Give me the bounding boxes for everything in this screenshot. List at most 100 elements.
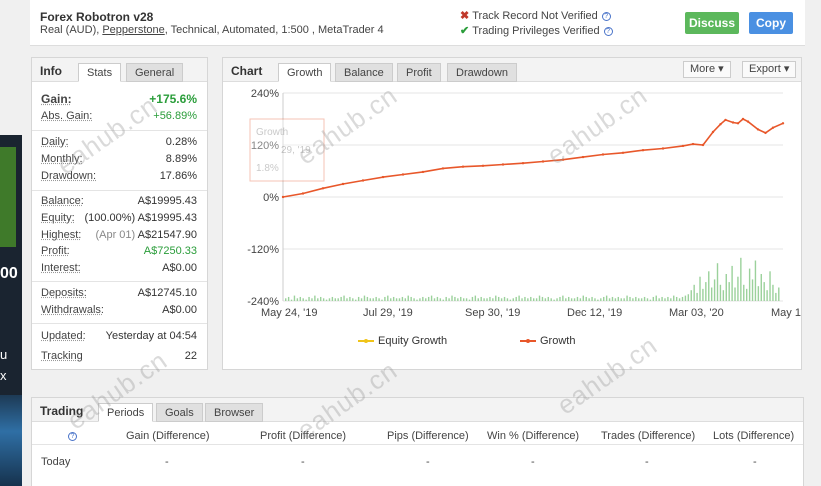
monthly-row: Monthly: 8.89% — [41, 153, 197, 169]
volume-bar — [670, 298, 672, 301]
volume-bar — [751, 279, 754, 301]
balance-label: Balance: — [41, 195, 84, 207]
legend-growth[interactable]: Growth — [520, 335, 575, 347]
growth-point — [401, 173, 405, 176]
volume-bar — [334, 298, 336, 301]
copy-button[interactable]: Copy — [749, 12, 793, 34]
tab-profit[interactable]: Profit — [397, 63, 441, 82]
volume-bar — [363, 295, 366, 301]
volume-bar — [614, 298, 617, 301]
col-trades[interactable]: Trades (Difference) — [601, 430, 696, 442]
volume-bar — [570, 298, 573, 301]
volume-bar — [439, 298, 442, 301]
volume-bar — [425, 298, 427, 301]
info-panel-header: Info Stats General — [32, 58, 207, 82]
abs-gain-row: Abs. Gain: +56.89% — [41, 110, 197, 126]
help-icon[interactable]: ? — [601, 11, 611, 21]
volume-bar — [317, 298, 319, 301]
col-pips[interactable]: Pips (Difference) — [387, 430, 469, 442]
volume-bar — [325, 299, 328, 301]
volume-bar — [360, 298, 363, 301]
volume-bar — [603, 296, 605, 301]
volume-bar — [638, 298, 640, 301]
volume-bar — [427, 296, 430, 301]
volume-bar — [413, 298, 415, 301]
divider — [32, 323, 207, 324]
volume-bar — [366, 296, 369, 301]
col-profit[interactable]: Profit (Difference) — [260, 430, 346, 442]
side-ad-banner[interactable]: 00 u x — [0, 135, 22, 486]
y-tick-label: 240% — [251, 88, 279, 100]
growth-point — [461, 165, 465, 168]
help-icon[interactable]: ? — [603, 26, 613, 36]
tab-goals[interactable]: Goals — [156, 403, 203, 422]
account-type: Real (AUD), — [40, 24, 103, 36]
ad-text: x — [0, 368, 7, 383]
col-win[interactable]: Win % (Difference) — [487, 430, 580, 442]
volume-bar — [640, 298, 643, 301]
ad-text: 00 — [0, 265, 18, 282]
volume-bar — [387, 295, 389, 301]
growth-point — [741, 117, 745, 121]
volume-bar — [302, 298, 304, 301]
volume-bar — [588, 298, 590, 301]
tab-growth[interactable]: Growth — [278, 63, 332, 82]
chart-lines — [281, 117, 785, 199]
highest-amount: A$21547.90 — [137, 229, 197, 241]
legend-equity-growth[interactable]: Equity Growth — [358, 335, 447, 347]
equity-value: (100.00%) A$19995.43 — [84, 212, 197, 224]
volume-bar — [474, 295, 477, 301]
volume-bar — [471, 296, 474, 301]
abs-gain-value: +56.89% — [153, 110, 197, 122]
volume-bar — [740, 257, 742, 301]
volume-bar — [503, 296, 506, 301]
discuss-button[interactable]: Discuss — [685, 12, 739, 34]
volume-bar — [582, 295, 584, 301]
growth-point — [361, 179, 365, 182]
tab-balance[interactable]: Balance — [335, 63, 393, 82]
volume-bar — [763, 282, 765, 301]
tab-stats[interactable]: Stats — [78, 63, 122, 82]
volume-bar — [748, 268, 751, 301]
volume-bar — [410, 296, 412, 301]
tab-drawdown[interactable]: Drawdown — [447, 63, 517, 82]
highest-date: (Apr 01) — [95, 229, 136, 241]
equity-row: Equity: (100.00%) A$19995.43 — [41, 212, 197, 228]
volume-bar — [445, 296, 447, 301]
volume-bar — [460, 296, 462, 301]
col-lots[interactable]: Lots (Difference) — [713, 430, 795, 442]
deposits-value: A$12745.10 — [137, 287, 197, 299]
track-record-label: Track Record Not Verified — [472, 10, 598, 22]
col-gain[interactable]: Gain (Difference) — [126, 430, 210, 442]
volume-bar — [737, 276, 739, 301]
chevron-down-icon: ▾ — [718, 63, 724, 75]
volume-bar — [728, 282, 730, 301]
volume-bar — [442, 299, 444, 301]
chart-panel-header: Chart Growth Balance Profit Drawdown Mor… — [223, 58, 801, 82]
gain-value: +175.6% — [149, 92, 197, 106]
y-tick-label: 0% — [263, 192, 279, 204]
volume-bar — [495, 295, 497, 301]
legend-swatch — [520, 339, 536, 344]
tab-general[interactable]: General — [126, 63, 184, 82]
volume-bar — [322, 298, 325, 301]
gain-label: Gain: — [41, 92, 72, 106]
volume-bar — [372, 298, 374, 301]
growth-chart[interactable]: 240% 120% 0% -120% -240% May 24, '19 Jul 29, … — [223, 83, 801, 333]
legend-label: Equity Growth — [378, 335, 448, 347]
tab-periods[interactable]: Periods — [98, 403, 154, 422]
volume-bar — [772, 284, 774, 301]
volume-bar — [600, 298, 602, 301]
broker-link[interactable]: Pepperstone — [102, 24, 165, 36]
divider — [32, 444, 803, 445]
cell-gain: - — [165, 456, 169, 468]
more-dropdown[interactable]: More ▾ — [683, 61, 731, 78]
chevron-down-icon: ▾ — [783, 63, 790, 75]
volume-bar — [419, 298, 421, 301]
export-dropdown[interactable]: Export ▾ — [742, 61, 797, 78]
help-icon[interactable]: ? — [68, 432, 77, 441]
volume-bar — [553, 299, 555, 301]
tab-browser[interactable]: Browser — [205, 403, 264, 422]
volume-bar — [673, 295, 675, 301]
chart-tooltip: Growth 29, '19 1.8% — [249, 118, 325, 182]
